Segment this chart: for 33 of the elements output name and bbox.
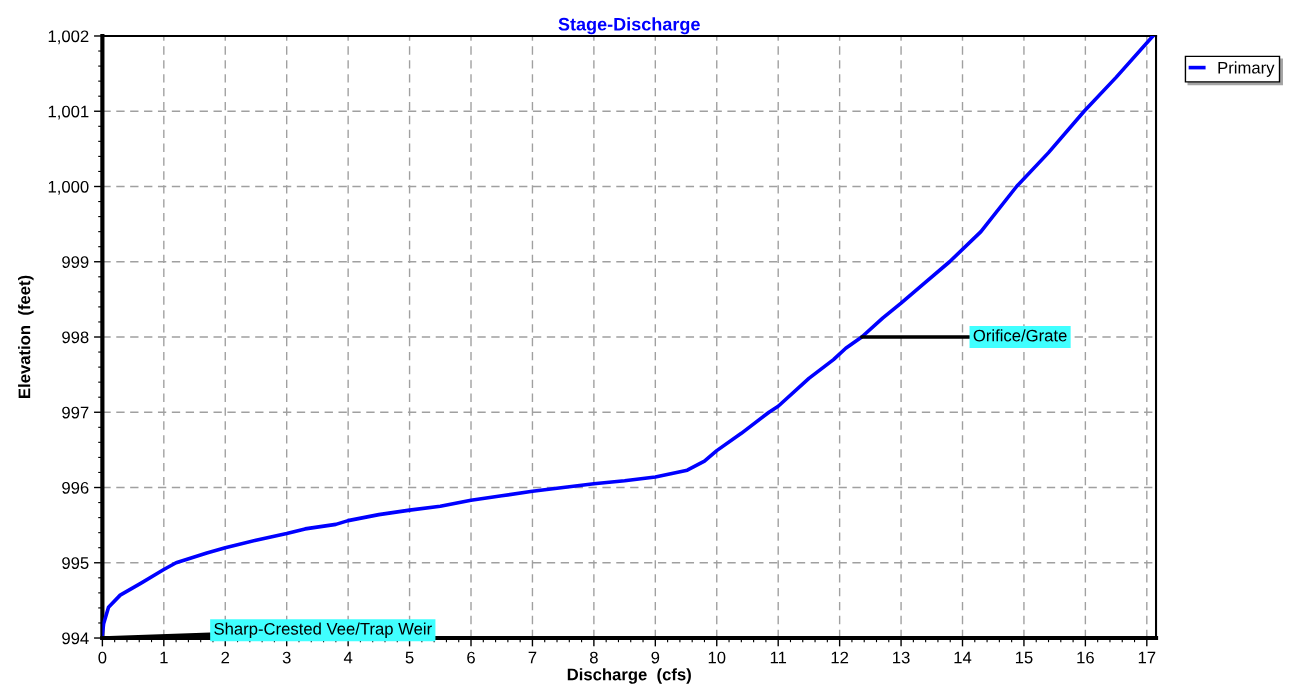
x-tick-label: 6 xyxy=(467,651,475,664)
x-tick-label: 4 xyxy=(343,651,353,664)
x-tick-label: 1 xyxy=(160,651,168,664)
x-tick-label: 14 xyxy=(954,651,972,664)
y-tick-label: 998 xyxy=(62,331,89,344)
x-tick-label: 0 xyxy=(98,651,107,664)
y-tick-label: 996 xyxy=(62,481,89,494)
x-tick-label: 15 xyxy=(1015,651,1033,664)
y-tick-label: 999 xyxy=(62,256,89,268)
x-tick-label: 5 xyxy=(405,651,414,664)
x-tick-label: 9 xyxy=(651,651,660,664)
x-tick-label: 13 xyxy=(893,651,910,664)
y-axis-title: Elevation (feet) xyxy=(18,275,34,398)
annotation: Orifice/Grate xyxy=(973,329,1067,342)
x-tick-label: 12 xyxy=(831,651,849,664)
x-tick-label: 8 xyxy=(589,651,598,664)
y-tick-label: 1,001 xyxy=(48,105,89,120)
legend-label: Primary xyxy=(1218,61,1275,77)
x-axis-title: Discharge (cfs) xyxy=(567,668,691,684)
x-tick-label: 16 xyxy=(1077,651,1094,664)
x-tick-label: 2 xyxy=(221,651,230,664)
y-tick-label: 1,002 xyxy=(48,30,89,45)
x-tick-label: 11 xyxy=(770,651,787,664)
annotation: Sharp-Crested Vee/Trap Weir xyxy=(214,622,432,639)
chart-title: Stage-Discharge xyxy=(558,17,700,35)
x-tick-label: 10 xyxy=(708,651,726,664)
y-tick-label: 997 xyxy=(62,406,89,419)
x-tick-label: 7 xyxy=(528,651,537,664)
x-tick-label: 3 xyxy=(282,651,291,664)
y-tick-label: 994 xyxy=(62,632,89,645)
y-tick-label: 1,000 xyxy=(48,180,89,195)
y-tick-label: 995 xyxy=(62,557,89,569)
x-tick-label: 17 xyxy=(1138,651,1156,664)
